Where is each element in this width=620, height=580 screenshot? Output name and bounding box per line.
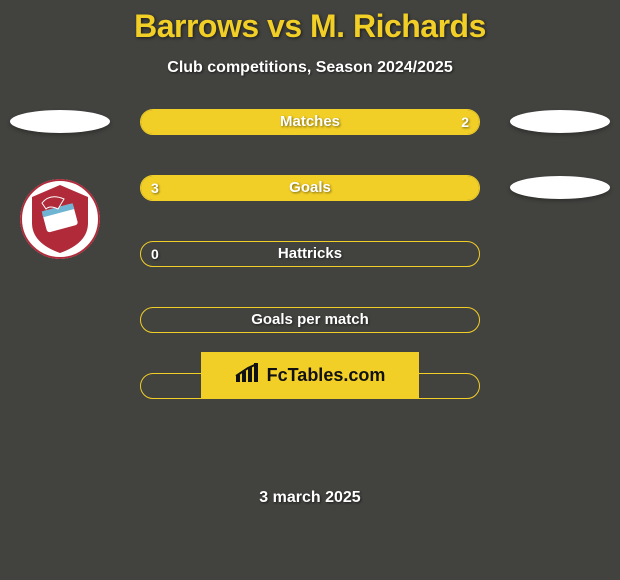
stat-row: 0Hattricks [0,241,620,287]
stat-label: Goals per match [141,308,479,332]
club-badge-left [20,179,100,259]
stat-bar: Goals per match [140,307,480,333]
date-label: 3 march 2025 [0,489,620,507]
stat-bar: 0Hattricks [140,241,480,267]
stat-label: Goals [141,176,479,200]
stat-row: 2Matches [0,109,620,155]
stat-row: Goals per match [0,307,620,353]
subtitle: Club competitions, Season 2024/2025 [0,59,620,77]
player-marker-left [10,110,110,133]
player-marker-right [510,110,610,133]
branding-text: FcTables.com [267,365,386,386]
stat-label: Hattricks [141,242,479,266]
page-title: Barrows vs M. Richards [0,0,620,45]
chart-icon [235,363,261,388]
stat-bar: 3Goals [140,175,480,201]
club-badge-icon [20,179,100,259]
branding-banner: FcTables.com [201,352,419,398]
stat-label: Matches [141,110,479,134]
stat-bar: 2Matches [140,109,480,135]
player-marker-right [510,176,610,199]
